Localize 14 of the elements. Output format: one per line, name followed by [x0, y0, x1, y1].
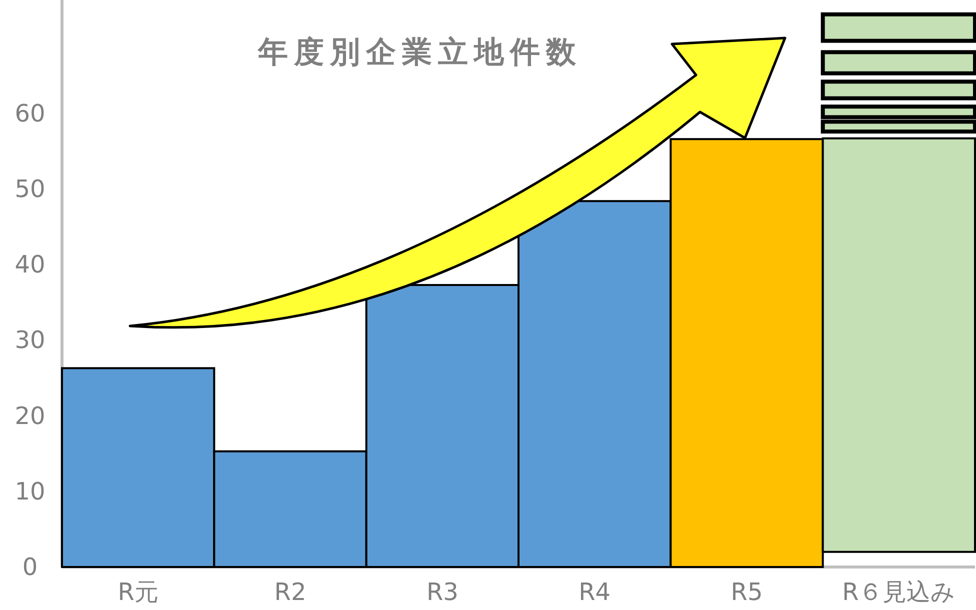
- y-tick-label: 0: [22, 553, 38, 581]
- y-tick-label: 10: [14, 477, 46, 506]
- y-tick-label: 30: [14, 326, 46, 354]
- y-tick-label: 50: [14, 175, 46, 203]
- x-tick-label: R5: [730, 578, 763, 606]
- x-tick-label: R2: [274, 578, 306, 606]
- x-tick-label: R4: [578, 578, 611, 606]
- x-tick-label: R元: [118, 578, 158, 606]
- x-tick-label: R3: [426, 578, 458, 606]
- text: 年度別企業立地件数: [257, 35, 582, 70]
- y-tick-label: 60: [14, 99, 46, 128]
- x-tick-label: R６見込み: [842, 578, 956, 606]
- y-tick-label: 40: [14, 250, 46, 279]
- y-tick-label: 20: [14, 402, 46, 430]
